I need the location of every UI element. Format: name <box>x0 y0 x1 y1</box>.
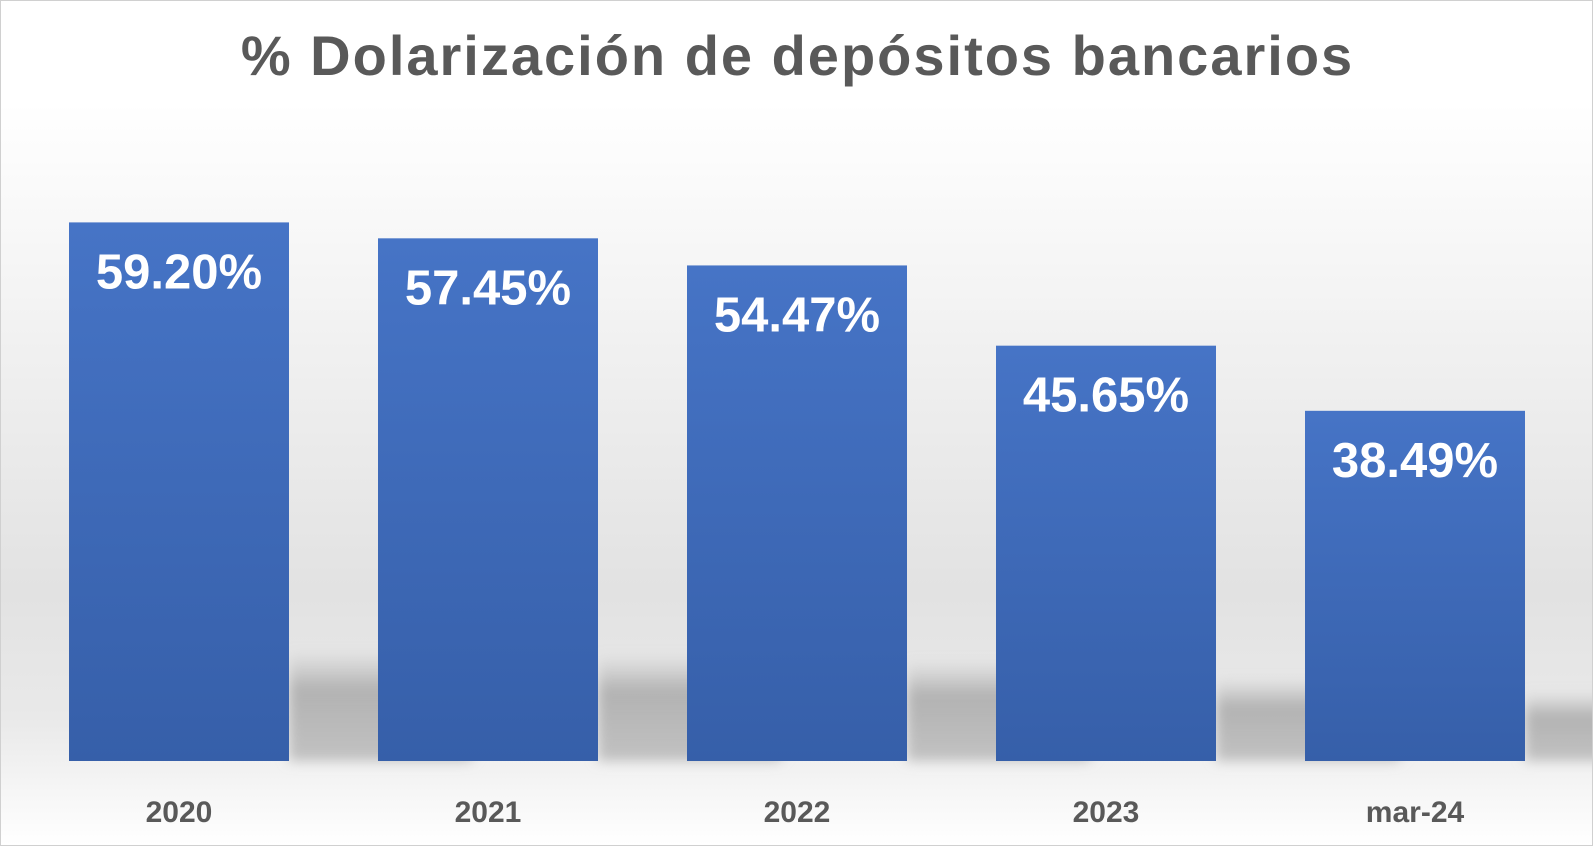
bar-mar-24 <box>1305 410 1525 761</box>
x-tick-label-mar-24: mar-24 <box>1366 796 1465 829</box>
bar-2020 <box>69 222 289 761</box>
data-labels-group: 59.20% 57.45% 54.47% 45.65% 38.49% <box>96 245 1498 487</box>
chart-title: % Dolarización de depósitos bancarios <box>240 24 1355 87</box>
data-label-2023: 45.65% <box>1023 369 1189 423</box>
bar-2023 <box>996 345 1216 761</box>
data-label-2022: 54.47% <box>714 288 880 342</box>
bars-group <box>69 222 1525 762</box>
x-tick-label-2022: 2022 <box>764 796 831 829</box>
data-label-mar-24: 38.49% <box>1332 434 1498 488</box>
data-label-2020: 59.20% <box>96 245 262 299</box>
data-label-2021: 57.45% <box>405 261 571 315</box>
bar-2021 <box>378 238 598 762</box>
x-axis-ticks: 2020 2021 2022 2023 mar-24 <box>146 796 1465 829</box>
bar-2022 <box>687 265 907 761</box>
x-tick-label-2020: 2020 <box>146 796 213 829</box>
x-tick-label-2023: 2023 <box>1073 796 1140 829</box>
bar-shadow-mar-24 <box>1525 691 1592 761</box>
x-tick-label-2021: 2021 <box>455 796 522 829</box>
